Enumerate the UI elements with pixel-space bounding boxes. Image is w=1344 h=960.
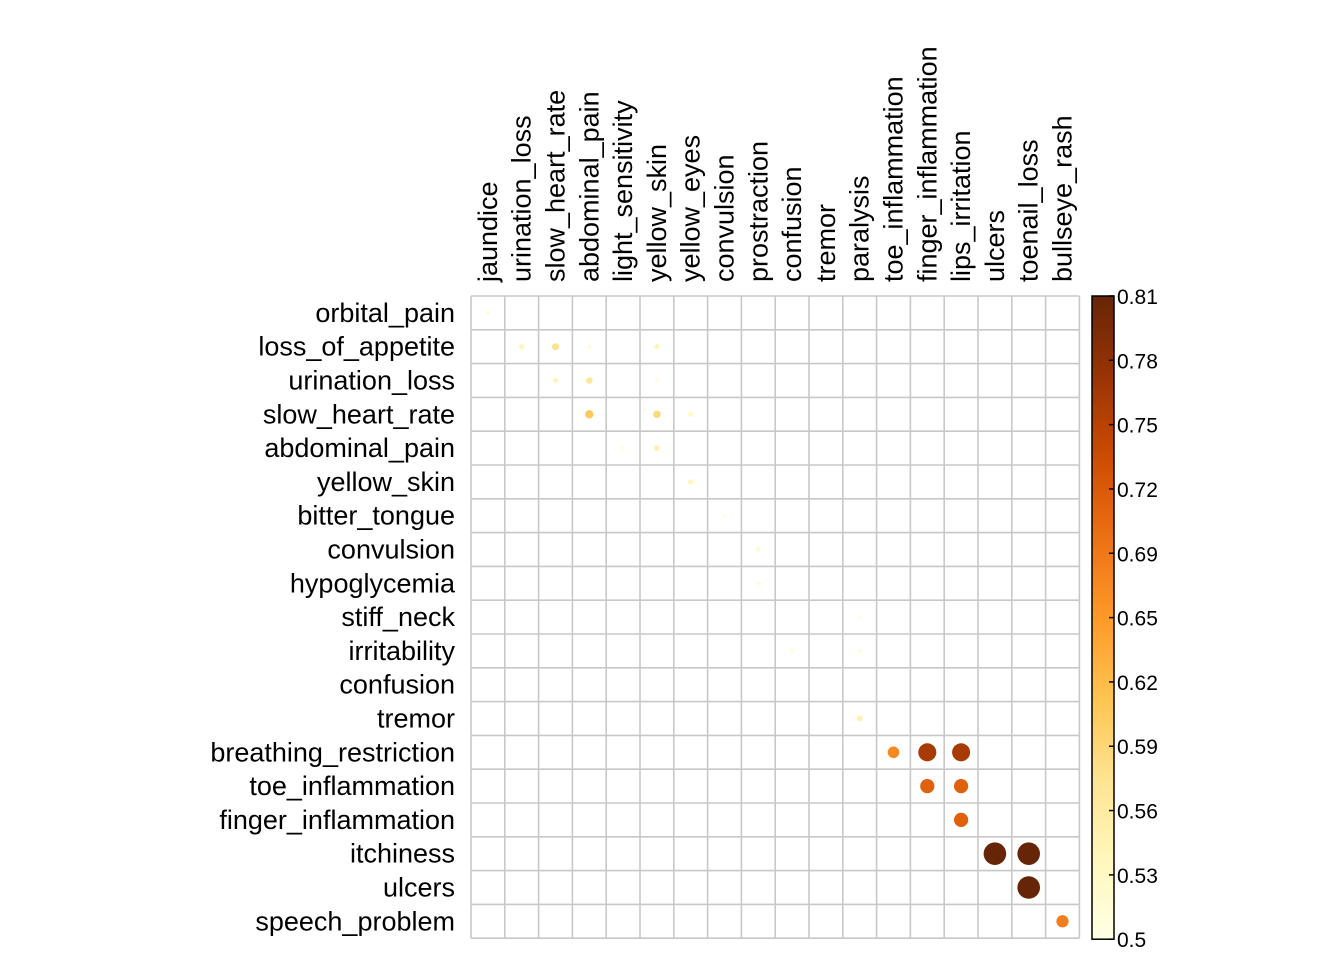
cell-hypoglycemia-prostraction bbox=[756, 581, 761, 586]
correlation-circles bbox=[485, 310, 1069, 928]
colorbar-tick-label: 0.62 bbox=[1117, 672, 1158, 695]
row-label-urination-loss: urination_loss bbox=[288, 366, 455, 396]
colorbar-tick-label: 0.72 bbox=[1117, 479, 1158, 502]
cell-loss-of-appetite-abdominal-pain bbox=[587, 344, 592, 349]
cell-abdominal-pain-light-sensitivity bbox=[620, 445, 626, 451]
col-label-finger-inflammation: finger_inflammation bbox=[912, 46, 942, 282]
col-label-abdominal-pain: abdominal_pain bbox=[574, 91, 604, 282]
colorbar-tick-label: 0.53 bbox=[1117, 865, 1158, 888]
row-label-speech-problem: speech_problem bbox=[255, 906, 455, 936]
row-label-tremor: tremor bbox=[377, 704, 455, 734]
cell-slow-heart-rate-abdominal-pain bbox=[585, 410, 594, 419]
column-labels: jaundice urination_loss slow_heart_rate abd… bbox=[473, 46, 1078, 283]
col-label-urination-loss: urination_loss bbox=[507, 115, 537, 282]
cell-loss-of-appetite-urination-loss bbox=[518, 343, 525, 350]
cell-breathing-restriction-finger-inflammation bbox=[918, 743, 937, 762]
row-label-itchiness: itchiness bbox=[350, 839, 455, 869]
colorbar-tick-label: 0.69 bbox=[1117, 543, 1158, 566]
row-label-slow-heart-rate: slow_heart_rate bbox=[263, 399, 455, 429]
row-label-finger-inflammation: finger_inflammation bbox=[219, 805, 455, 835]
row-labels: orbital_pain loss_of_appetite urination_lo… bbox=[210, 298, 456, 936]
cell-urination-loss-yellow-skin bbox=[654, 378, 660, 383]
col-label-prostraction: prostraction bbox=[743, 141, 773, 282]
cell-slow-heart-rate-yellow-eyes bbox=[688, 411, 694, 417]
cell-bitter-tongue-convulsion bbox=[722, 513, 727, 518]
cell-toe-inflammation-finger-inflammation bbox=[920, 778, 935, 794]
row-label-orbital-pain: orbital_pain bbox=[315, 298, 455, 328]
row-label-loss-of-appetite: loss_of_appetite bbox=[258, 332, 455, 362]
cell-speech-problem-bullseye-rash bbox=[1056, 915, 1069, 928]
row-label-abdominal-pain: abdominal_pain bbox=[264, 433, 455, 463]
cell-convulsion-prostraction bbox=[755, 547, 761, 552]
col-label-ulcers: ulcers bbox=[980, 210, 1010, 282]
row-label-confusion: confusion bbox=[339, 670, 455, 700]
cell-yellow-skin-yellow-eyes bbox=[687, 479, 694, 485]
cell-breathing-restriction-toe-inflammation bbox=[887, 746, 900, 759]
col-label-light-sensitivity: light_sensitivity bbox=[608, 100, 638, 282]
cell-toe-inflammation-lips-irritation bbox=[953, 778, 969, 794]
row-label-hypoglycemia: hypoglycemia bbox=[290, 568, 456, 598]
grid bbox=[470, 295, 1081, 940]
col-label-bullseye-rash: bullseye_rash bbox=[1048, 115, 1078, 282]
cell-irritability-paralysis bbox=[857, 648, 862, 654]
row-label-irritability: irritability bbox=[348, 636, 455, 666]
colorbar-tick-label: 0.59 bbox=[1117, 736, 1158, 759]
row-label-breathing-restriction: breathing_restriction bbox=[210, 737, 455, 767]
colorbar-tick-label: 0.78 bbox=[1117, 350, 1158, 373]
col-label-confusion: confusion bbox=[777, 166, 807, 282]
cell-urination-loss-abdominal-pain bbox=[586, 377, 593, 384]
row-label-yellow-skin: yellow_skin bbox=[317, 467, 455, 497]
row-label-bitter-tongue: bitter_tongue bbox=[297, 501, 455, 531]
col-label-yellow-skin: yellow_skin bbox=[642, 144, 672, 282]
colorbar-tick-label: 0.81 bbox=[1117, 286, 1158, 309]
row-label-stiff-neck: stiff_neck bbox=[341, 602, 455, 632]
colorbar: 0.5 0.53 0.56 0.59 0.62 0.65 0.69 0.72 0.75 0.78 0… bbox=[1091, 286, 1158, 952]
cell-finger-inflammation-lips-irritation bbox=[953, 812, 969, 828]
cell-itchiness-ulcers bbox=[983, 842, 1007, 865]
colorbar-tick-label: 0.75 bbox=[1117, 415, 1158, 438]
row-label-ulcers: ulcers bbox=[383, 873, 455, 903]
row-label-toe-inflammation: toe_inflammation bbox=[249, 771, 455, 801]
cell-stiff-neck-paralysis bbox=[857, 614, 862, 620]
row-label-convulsion: convulsion bbox=[327, 535, 455, 565]
colorbar-tick-label: 0.65 bbox=[1117, 608, 1158, 631]
cell-ulcers-toenail-loss bbox=[1017, 876, 1040, 899]
col-label-toe-inflammation: toe_inflammation bbox=[879, 76, 909, 282]
cell-itchiness-toenail-loss bbox=[1017, 842, 1040, 865]
cell-urination-loss-slow-heart-rate bbox=[552, 377, 559, 384]
cell-tremor-paralysis bbox=[856, 715, 863, 722]
colorbar-tick-label: 0.56 bbox=[1117, 801, 1158, 824]
col-label-jaundice: jaundice bbox=[473, 181, 503, 283]
col-label-lips-irritation: lips_irritation bbox=[946, 130, 976, 282]
col-label-tremor: tremor bbox=[811, 204, 841, 282]
col-label-yellow-eyes: yellow_eyes bbox=[676, 135, 706, 282]
cell-breathing-restriction-lips-irritation bbox=[952, 743, 971, 762]
col-label-paralysis: paralysis bbox=[845, 175, 875, 282]
cell-orbital-pain-jaundice bbox=[485, 310, 491, 316]
cell-loss-of-appetite-slow-heart-rate bbox=[551, 343, 560, 351]
cell-loss-of-appetite-yellow-skin bbox=[654, 343, 660, 350]
col-label-toenail-loss: toenail_loss bbox=[1014, 139, 1044, 282]
colorbar-ticks: 0.5 0.53 0.56 0.59 0.62 0.65 0.69 0.72 0.75 0.78 0… bbox=[1109, 286, 1158, 952]
col-label-convulsion: convulsion bbox=[710, 154, 740, 282]
cell-abdominal-pain-yellow-skin bbox=[653, 445, 660, 452]
col-label-slow-heart-rate: slow_heart_rate bbox=[541, 90, 571, 282]
cell-slow-heart-rate-yellow-skin bbox=[653, 410, 661, 419]
colorbar-tick-label: 0.5 bbox=[1117, 929, 1146, 952]
cell-irritability-confusion bbox=[789, 648, 795, 654]
